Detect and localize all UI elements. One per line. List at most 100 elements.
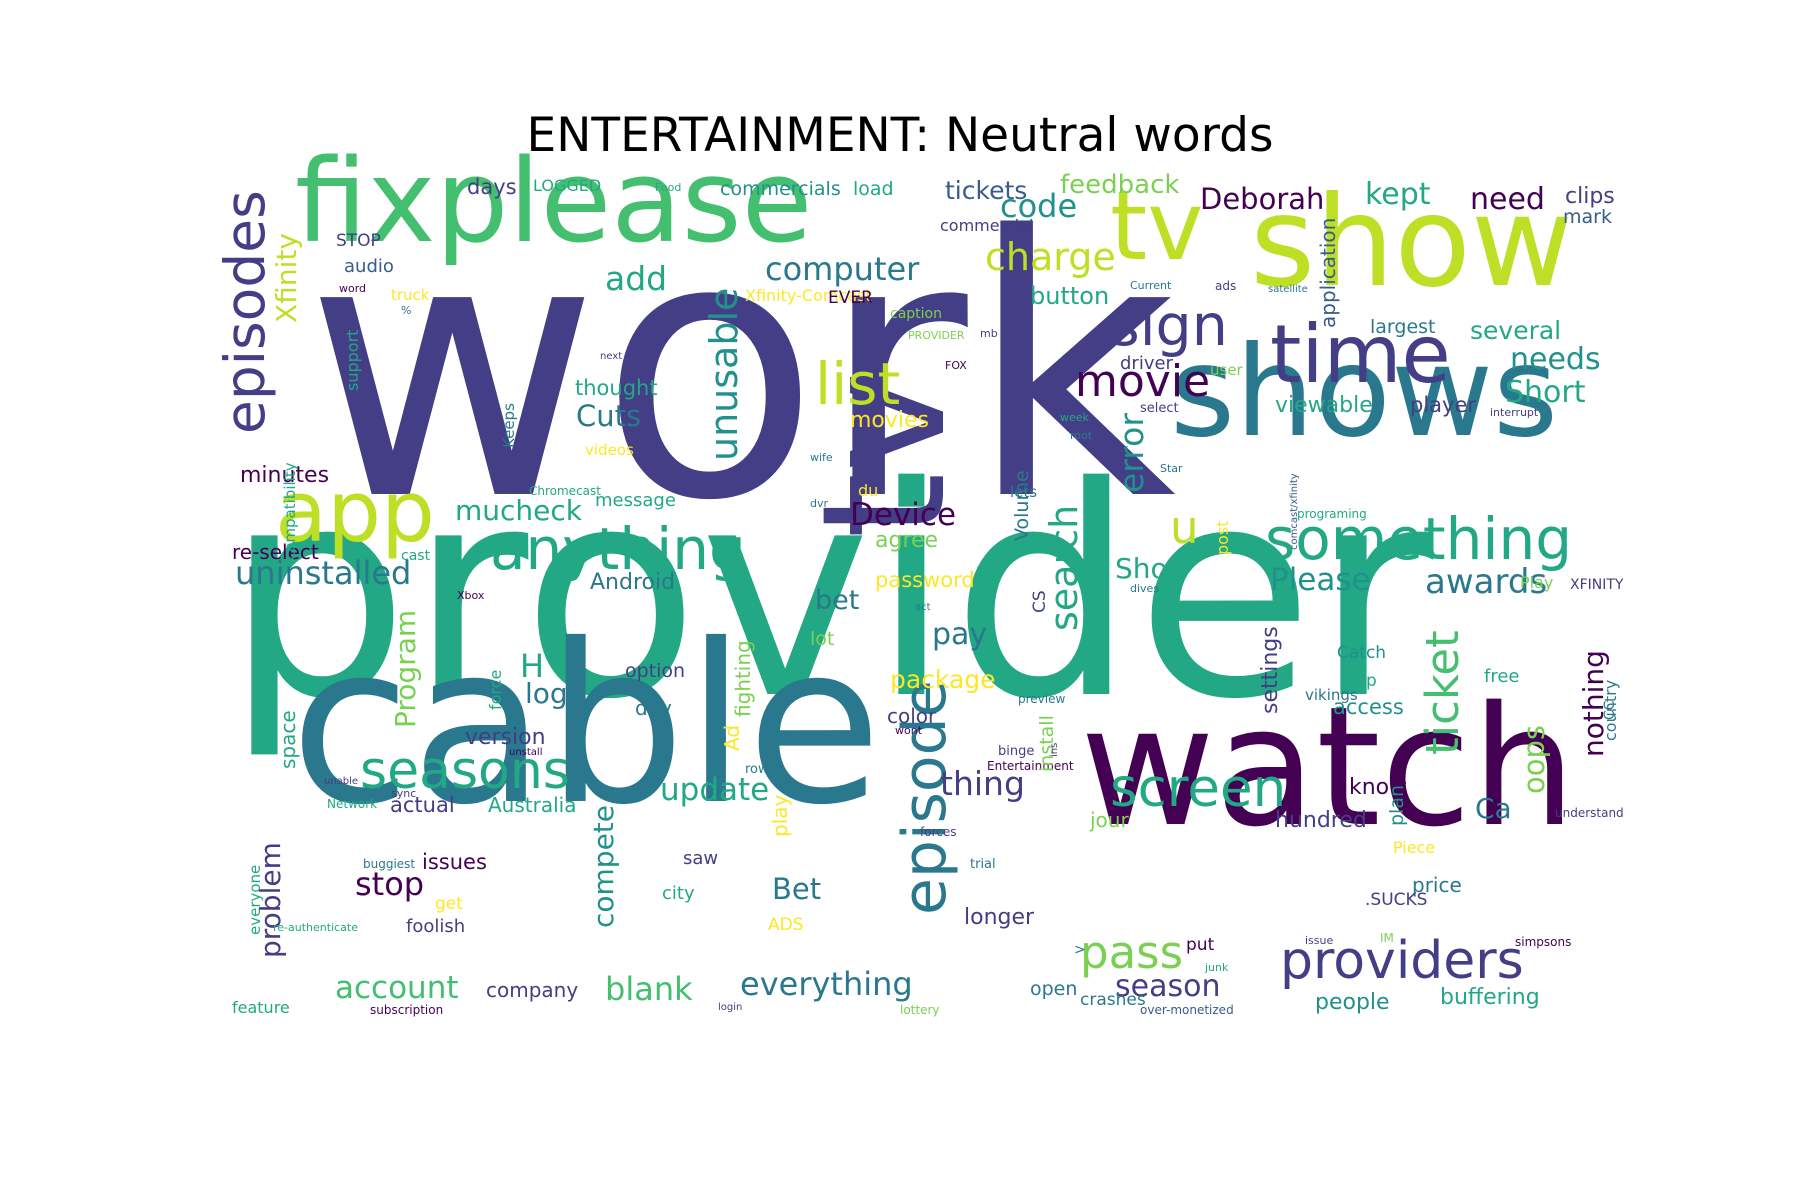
cloud-word: charge xyxy=(985,235,1116,279)
cloud-word: thought xyxy=(575,376,658,400)
cloud-word: help xyxy=(1340,671,1377,691)
cloud-word: Piece xyxy=(1393,838,1436,857)
cloud-word: programing xyxy=(1297,507,1367,521)
cloud-word: message xyxy=(595,490,676,511)
cloud-word: plan xyxy=(1386,784,1408,826)
cloud-word: minutes xyxy=(240,463,330,488)
cloud-word: Network xyxy=(327,797,378,811)
cloud-word: STOP xyxy=(336,231,381,251)
cloud-word: comcast/xfinity xyxy=(1289,473,1300,550)
cloud-word: Deborah xyxy=(1200,182,1325,216)
cloud-word: login xyxy=(718,1002,743,1013)
cloud-word: unusable xyxy=(702,287,746,461)
cloud-word: free xyxy=(1484,666,1520,687)
cloud-word: compete xyxy=(587,804,620,928)
cloud-word: sign xyxy=(1110,293,1228,359)
cloud-word: force xyxy=(486,669,505,710)
cloud-word: select xyxy=(1140,401,1179,416)
cloud-word: PROVIDER xyxy=(908,329,965,342)
cloud-word: vikings xyxy=(1305,686,1358,704)
cloud-word: mark xyxy=(1563,206,1612,228)
cloud-word: binge xyxy=(998,744,1035,759)
cloud-word: week xyxy=(1060,411,1089,424)
cloud-word: day xyxy=(635,696,672,720)
cloud-word: people xyxy=(1315,990,1390,1015)
cloud-word: row xyxy=(745,762,769,777)
cloud-word: password xyxy=(875,568,975,592)
cloud-word: Xfinity xyxy=(270,233,303,323)
cloud-word: Keeps xyxy=(500,403,518,448)
cloud-word: preview xyxy=(1018,692,1066,706)
cloud-word: app xyxy=(275,463,435,562)
cloud-word: trial xyxy=(970,857,996,872)
cloud-word: uninstalled xyxy=(235,554,412,592)
cloud-word: shows xyxy=(1170,320,1559,465)
cloud-word: needs xyxy=(1510,342,1601,377)
cloud-word: open xyxy=(1030,978,1078,1000)
cloud-word: Play xyxy=(1520,573,1554,592)
cloud-word: fighting xyxy=(731,640,755,717)
cloud-word: caption xyxy=(890,306,942,322)
cloud-word: movie xyxy=(1075,356,1211,407)
cloud-word: days xyxy=(467,175,517,199)
cloud-word: Xbox xyxy=(457,589,485,602)
cloud-word: % xyxy=(401,304,412,317)
cloud-word: tv xyxy=(1110,172,1204,282)
cloud-word: junk xyxy=(1205,961,1229,974)
cloud-word: version xyxy=(465,725,546,750)
cloud-word: watch xyxy=(1080,671,1577,863)
cloud-word: CC xyxy=(1602,700,1618,720)
cloud-word: time xyxy=(1270,308,1451,401)
cloud-word: du xyxy=(858,481,879,500)
cloud-word: movies xyxy=(850,408,930,433)
cloud-word: ADS xyxy=(768,915,804,935)
cloud-word: Cuts xyxy=(576,399,642,433)
cloud-word: driver xyxy=(1120,353,1173,374)
cloud-word: Catch xyxy=(1337,643,1387,663)
cloud-word: post xyxy=(1213,520,1232,555)
cloud-word: mucheck xyxy=(455,494,582,527)
cloud-word: wife xyxy=(810,451,833,464)
cloud-word: play xyxy=(768,794,792,837)
cloud-word: actual xyxy=(390,793,455,817)
cloud-word: EVER xyxy=(828,288,873,308)
figure-title: ENTERTAINMENT: Neutral words xyxy=(526,108,1274,163)
cloud-word: access xyxy=(1333,695,1404,719)
cloud-word: feature xyxy=(232,998,290,1017)
cloud-word: unstall xyxy=(509,747,543,758)
cloud-word: Food xyxy=(655,181,682,194)
cloud-word: work xyxy=(305,160,1177,579)
cloud-word: need xyxy=(1470,182,1545,217)
cloud-word: lottery xyxy=(900,1003,940,1017)
cloud-word: u xyxy=(1170,501,1199,554)
cloud-word: audio xyxy=(344,256,394,277)
cloud-word: FOX xyxy=(945,359,967,372)
cloud-word: act xyxy=(915,602,931,613)
cloud-word: season xyxy=(1115,969,1221,1004)
cloud-word: color xyxy=(887,704,937,728)
cloud-word: lets xyxy=(1010,483,1038,501)
cloud-word: viewable xyxy=(1275,393,1373,418)
cloud-word: Android xyxy=(590,570,676,595)
cloud-word: support xyxy=(343,329,362,391)
cloud-word: put xyxy=(1186,935,1215,955)
cloud-word: simpsons xyxy=(1515,935,1572,949)
cloud-word: update xyxy=(660,772,770,808)
cloud-word: wont xyxy=(895,724,923,737)
cloud-word: issues xyxy=(422,850,487,874)
cloud-word: XFINITY xyxy=(1570,577,1624,593)
cloud-word: Device xyxy=(850,497,957,533)
cloud-word: mb xyxy=(980,327,998,340)
cloud-word: clips xyxy=(1565,184,1615,209)
cloud-word: anything xyxy=(490,515,746,583)
cloud-word: add xyxy=(605,259,668,298)
cloud-word: feedback xyxy=(1060,170,1180,200)
cloud-word: lot xyxy=(810,628,835,650)
cloud-word: longer xyxy=(964,905,1035,930)
cloud-word: Show xyxy=(1115,552,1191,585)
cloud-word: thing xyxy=(940,764,1025,803)
cloud-word: computer xyxy=(765,250,920,288)
cloud-word: understand xyxy=(1555,806,1624,820)
cloud-word: providers xyxy=(1280,931,1524,991)
